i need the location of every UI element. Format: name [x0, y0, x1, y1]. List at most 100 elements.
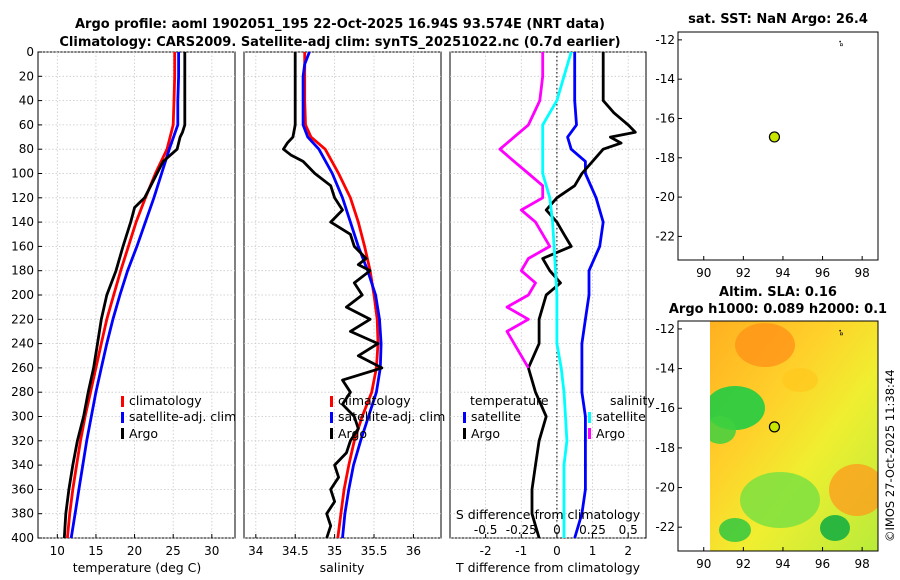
legend-climatology: climatology	[129, 393, 202, 408]
sla-high-anomaly	[829, 464, 878, 516]
depth-tick-label: 40	[19, 94, 34, 108]
island-mark	[840, 43, 843, 47]
depth-tick-label: 400	[11, 531, 34, 545]
series-climatology	[66, 52, 177, 539]
legend-t-argo: Argo	[471, 426, 500, 441]
legend-satellite: satellite-adj. clim	[338, 409, 445, 424]
series-salinity-satellite	[541, 51, 573, 538]
depth-tick-label: 380	[11, 507, 34, 521]
argo-float-marker	[768, 131, 781, 143]
s-tick-label: -0.25	[506, 523, 537, 537]
lat-tick-label: -20	[655, 481, 675, 495]
salinity-legend: climatology satellite-adj. clim Argo	[330, 393, 445, 441]
sla-map-panel	[677, 320, 879, 552]
lat-tick-label: -18	[655, 441, 675, 455]
depth-tick-label: 80	[19, 142, 34, 156]
legend-temperature-title: temperature	[470, 393, 549, 408]
depth-tick-label: 320	[11, 434, 34, 448]
depth-tick-label: 240	[11, 337, 34, 351]
x-tick-label: 34	[248, 544, 263, 558]
x-tick-label: 35	[327, 544, 342, 558]
lat-tick-label: -18	[655, 151, 675, 165]
depth-tick-label: 160	[11, 239, 34, 253]
lon-tick-label: 98	[855, 557, 870, 571]
lon-tick-label: 90	[696, 266, 711, 280]
sst-map: 90 92 94 96 98 -12 -14 -16 -18 -20 -22	[655, 33, 869, 280]
depth-tick-label: 100	[11, 167, 34, 181]
lat-tick-label: -12	[655, 322, 675, 336]
temperature-xlabel: temperature (deg C)	[73, 560, 202, 575]
x-tick-label: 1	[589, 544, 597, 558]
legend-s-argo-swatch	[588, 428, 591, 439]
lon-tick-label: 94	[775, 266, 790, 280]
legend-satellite-swatch	[121, 412, 124, 423]
salinity-xlabel: salinity	[320, 560, 365, 575]
lon-tick-label: 96	[815, 557, 830, 571]
series-argo	[62, 52, 187, 539]
legend-climatology-swatch	[330, 396, 333, 407]
legend-s-satellite: satellite	[596, 409, 646, 424]
sla-low-anomaly	[719, 518, 751, 542]
depth-tick-label: 340	[11, 458, 34, 472]
sla-high-anomaly	[735, 323, 795, 367]
depth-tick-label: 280	[11, 385, 34, 399]
series-temperature-satellite	[566, 52, 605, 539]
x-tick-label: -1	[515, 544, 527, 558]
lon-tick-label: 92	[736, 266, 751, 280]
sla-low-anomaly	[820, 515, 850, 541]
lon-tick-label: 96	[815, 266, 830, 280]
lat-tick-label: -12	[655, 33, 675, 47]
x-tick-label: 25	[166, 544, 181, 558]
series-temperature-argo	[527, 52, 637, 539]
s-tick-label: 0.5	[619, 523, 638, 537]
x-tick-label: 34.5	[282, 544, 309, 558]
legend-t-satellite-swatch	[463, 412, 466, 423]
legend-s-argo: Argo	[596, 426, 625, 441]
imos-watermark: ©IMOS 27-Oct-2025 11:38:44	[883, 369, 897, 542]
difference-xlabel: T difference from climatology	[455, 560, 641, 575]
legend-climatology-swatch	[121, 396, 124, 407]
salinity-plot: 34 34.5 35 35.5 36	[244, 51, 441, 558]
legend-argo-swatch	[330, 428, 333, 439]
s-tick-label: 0.25	[579, 523, 606, 537]
legend-satellite: satellite-adj. clim	[129, 409, 236, 424]
sla-map-title: Altim. SLA: 0.16	[719, 285, 837, 300]
depth-tick-label: 220	[11, 312, 34, 326]
lon-tick-label: 90	[696, 557, 711, 571]
s-tick-label: 0	[553, 523, 561, 537]
series-salinity-argo	[498, 52, 552, 369]
sla-map: 90 92 94 96 98 -12 -14 -16 -18 -20 -22	[655, 322, 869, 571]
depth-tick-label: 300	[11, 410, 34, 424]
lat-tick-label: -16	[655, 401, 675, 415]
x-tick-label: 0	[553, 544, 561, 558]
sst-map-title: sat. SST: NaN Argo: 26.4	[688, 12, 868, 27]
temperature-legend: climatology satellite-adj. clim Argo	[121, 393, 236, 441]
lon-tick-label: 94	[775, 557, 790, 571]
island-mark	[839, 329, 841, 332]
temperature-plot: 0 20 40 60 80 100 120 140 160 180 200 220 240 260 280 3…	[11, 45, 235, 558]
series-argo	[281, 52, 384, 539]
depth-tick-label: 360	[11, 482, 34, 496]
depth-tick-label: 200	[11, 288, 34, 302]
x-tick-label: -2	[480, 544, 492, 558]
lat-tick-label: -22	[655, 520, 675, 534]
legend-satellite-swatch	[330, 412, 333, 423]
sst-map-panel	[677, 31, 879, 261]
x-tick-label: 35.5	[361, 544, 388, 558]
x-tick-label: 20	[127, 544, 142, 558]
x-tick-label: 10	[50, 544, 65, 558]
argo-float-marker	[768, 421, 781, 433]
sla-field	[710, 321, 878, 551]
x-tick-label: 36	[406, 544, 421, 558]
depth-tick-label: 120	[11, 191, 34, 205]
lon-tick-label: 92	[736, 557, 751, 571]
depth-tick-label: 140	[11, 215, 34, 229]
legend-salinity-title: salinity	[610, 393, 655, 408]
title-line-1: Argo profile: aoml 1902051_195 22-Oct-20…	[75, 17, 605, 32]
depth-tick-label: 60	[19, 118, 34, 132]
lat-tick-label: -16	[655, 111, 675, 125]
sla-map-subtitle: Argo h1000: 0.089 h2000: 0.1	[669, 302, 887, 317]
sla-low-anomaly	[710, 416, 736, 444]
legend-argo: Argo	[338, 426, 367, 441]
depth-tick-label: 0	[26, 45, 34, 59]
